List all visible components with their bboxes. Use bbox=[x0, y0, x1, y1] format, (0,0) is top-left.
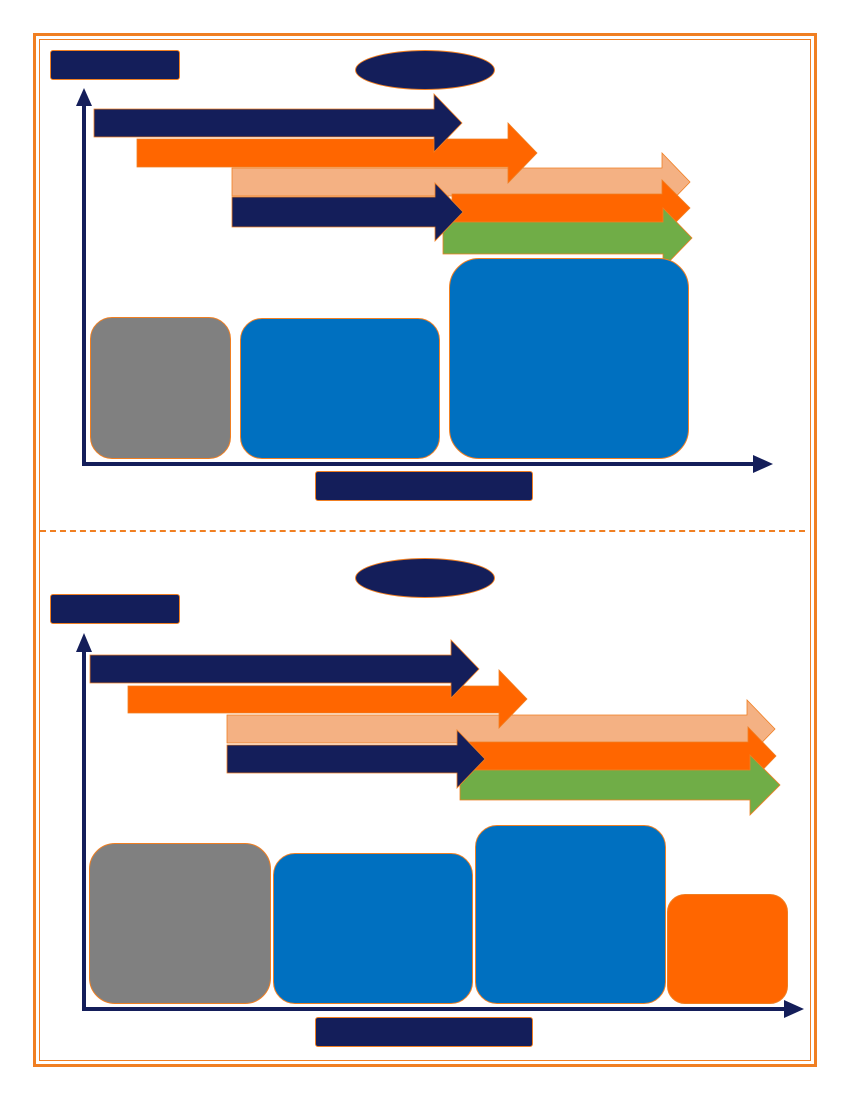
arrow-navy-middle bbox=[226, 729, 486, 789]
x-axis bbox=[82, 1000, 804, 1018]
panel-divider bbox=[40, 530, 805, 532]
block-orange bbox=[667, 894, 788, 1004]
arrow-navy-top bbox=[93, 93, 463, 153]
arrow-orange-long bbox=[127, 669, 528, 729]
panel-title bbox=[355, 50, 495, 90]
arrow-navy-top bbox=[89, 639, 480, 699]
block-blue-medium bbox=[273, 853, 473, 1004]
block-blue-large bbox=[449, 258, 689, 459]
x-axis-label bbox=[315, 471, 533, 501]
block-blue-medium bbox=[240, 318, 440, 459]
x-axis bbox=[82, 455, 773, 473]
block-gray bbox=[90, 317, 231, 459]
block-blue-large bbox=[475, 825, 666, 1004]
inner-frame bbox=[39, 39, 811, 1061]
x-axis-label bbox=[315, 1017, 533, 1047]
y-axis bbox=[76, 88, 92, 462]
arrow-orange-long bbox=[136, 122, 538, 184]
y-axis-label bbox=[50, 594, 180, 624]
arrow-green bbox=[442, 207, 693, 269]
arrow-green bbox=[459, 754, 781, 816]
y-axis-label bbox=[50, 50, 180, 80]
arrow-navy-middle bbox=[231, 182, 464, 242]
y-axis bbox=[76, 633, 92, 1008]
outer-frame bbox=[33, 33, 817, 1067]
panel-title bbox=[355, 558, 495, 598]
block-gray bbox=[89, 843, 271, 1004]
